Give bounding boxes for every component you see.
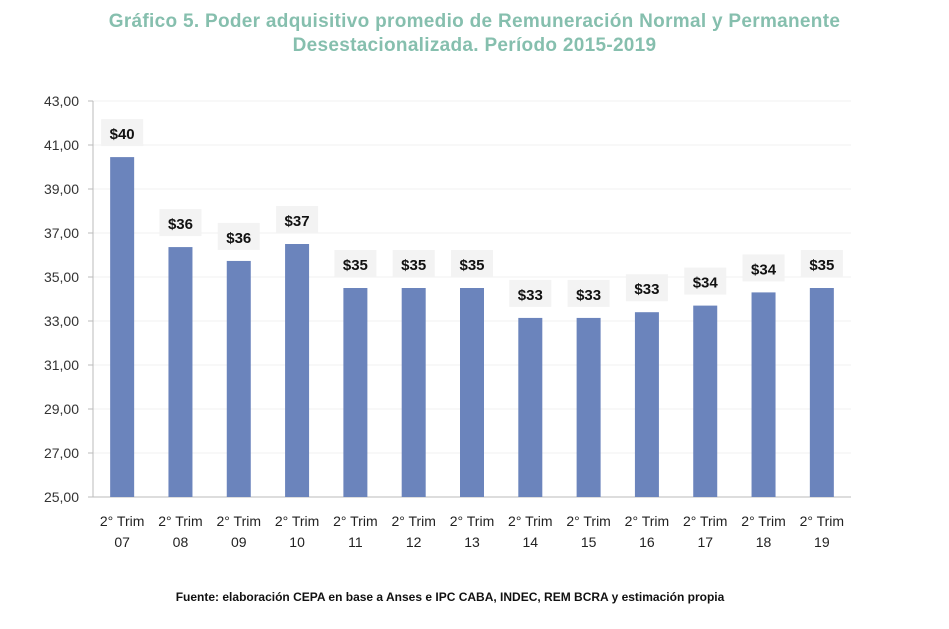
data-label-bg	[800, 250, 843, 277]
bar	[751, 292, 776, 497]
x-tick-label-year: 09	[231, 534, 247, 550]
data-label-bg	[159, 209, 202, 237]
data-label-bg	[567, 279, 610, 307]
y-tick-label: 33,00	[44, 313, 79, 329]
bar	[634, 312, 659, 497]
x-tick-label: 2° Trim	[391, 513, 436, 529]
chart-title-line-1: Gráfico 5. Poder adquisitivo promedio de…	[108, 11, 841, 32]
x-tick-label: 2° Trim	[275, 513, 320, 529]
bar	[518, 317, 543, 497]
data-label-bg	[509, 279, 552, 307]
x-tick-label-year: 13	[464, 534, 480, 550]
chart-title: Gráfico 5. Poder adquisitivo promedio de…	[0, 10, 949, 58]
x-tick-label: 2° Trim	[333, 513, 378, 529]
data-label: $35	[459, 257, 484, 274]
data-label-bg	[101, 119, 144, 147]
data-label: $33	[518, 287, 543, 304]
x-tick-label-year: 15	[581, 534, 597, 550]
x-tick-label: 2° Trim	[625, 513, 670, 529]
data-label-bg	[684, 267, 727, 295]
bar	[401, 288, 426, 497]
x-tick-label: 2° Trim	[158, 513, 203, 529]
y-tick-label: 31,00	[44, 357, 79, 373]
x-tick-label: 2° Trim	[683, 513, 728, 529]
data-label-bg	[625, 274, 668, 302]
source-note: Fuente: elaboración CEPA en base a Anses…	[175, 590, 725, 604]
y-tick-label: 37,00	[44, 225, 79, 241]
x-tick-label-year: 08	[173, 534, 189, 550]
x-tick-label-year: 17	[697, 534, 713, 550]
x-tick-label-year: 18	[756, 534, 772, 550]
y-tick-label: 25,00	[44, 489, 79, 505]
data-label-bg	[276, 206, 319, 233]
data-label: $35	[401, 257, 426, 274]
data-label-bg	[742, 254, 785, 282]
x-tick-label: 2° Trim	[566, 513, 611, 529]
data-label-bg	[334, 250, 377, 277]
bar	[809, 288, 834, 497]
data-label: $37	[285, 213, 310, 230]
data-label: $36	[168, 216, 193, 233]
bar	[343, 288, 368, 497]
y-tick-label: 35,00	[44, 269, 79, 285]
x-tick-label-year: 19	[814, 534, 830, 550]
x-tick-label: 2° Trim	[800, 513, 845, 529]
bar	[226, 260, 251, 497]
y-tick-label: 43,00	[44, 93, 79, 109]
data-label: $34	[693, 275, 719, 292]
x-tick-label-year: 14	[523, 534, 539, 550]
data-label: $35	[343, 257, 368, 274]
x-tick-label: 2° Trim	[508, 513, 553, 529]
x-tick-label: 2° Trim	[450, 513, 495, 529]
data-label: $33	[576, 287, 601, 304]
data-label: $34	[751, 261, 777, 278]
bar	[460, 288, 484, 497]
data-label-bg	[217, 222, 260, 250]
x-tick-label: 2° Trim	[741, 513, 786, 529]
data-label-bg	[451, 250, 493, 277]
data-label-bg	[392, 250, 435, 277]
bar	[285, 244, 310, 497]
x-tick-label-year: 12	[406, 534, 422, 550]
bar	[576, 317, 601, 497]
y-tick-label: 29,00	[44, 401, 79, 417]
x-tick-label: 2° Trim	[217, 513, 262, 529]
x-tick-label: 2° Trim	[100, 513, 145, 529]
data-label: $35	[809, 257, 834, 274]
bar	[168, 247, 193, 497]
x-tick-label-year: 16	[639, 534, 655, 550]
y-tick-label: 27,00	[44, 445, 79, 461]
x-tick-label-year: 07	[114, 534, 130, 550]
chart-title-line-2: Desestacionalizada. Período 2015-2019	[292, 35, 657, 56]
y-tick-label: 41,00	[44, 137, 79, 153]
bar	[110, 157, 135, 497]
data-label: $36	[226, 230, 251, 247]
y-tick-label: 39,00	[44, 181, 79, 197]
x-tick-label-year: 10	[289, 534, 305, 550]
data-label: $40	[110, 126, 135, 143]
bar	[693, 305, 718, 497]
data-label: $33	[634, 281, 659, 298]
x-tick-label-year: 11	[348, 534, 363, 550]
